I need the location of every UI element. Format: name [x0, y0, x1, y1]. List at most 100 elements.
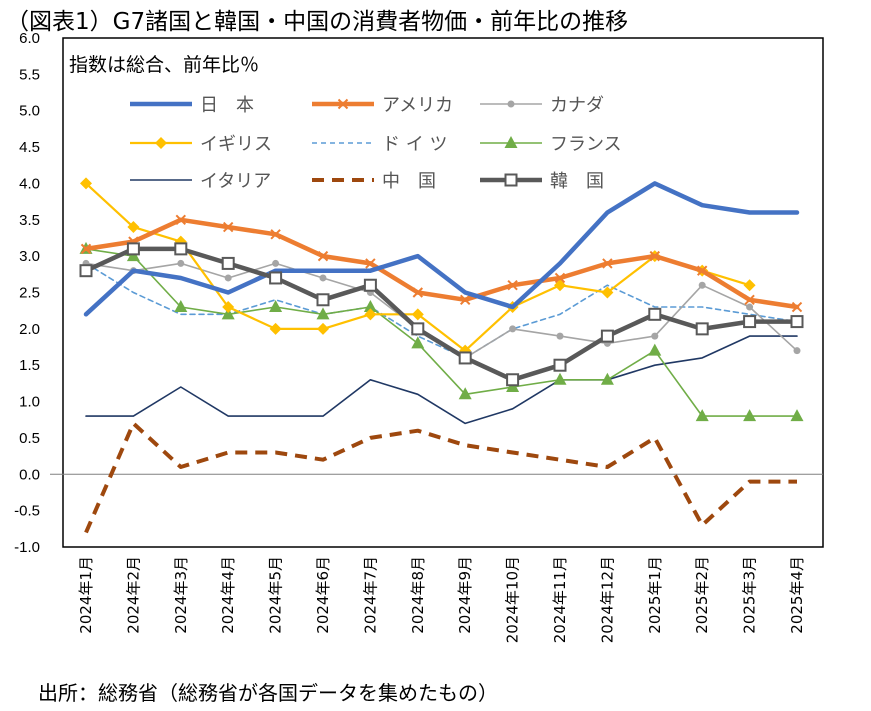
series-韓国-marker [506, 373, 520, 387]
chart-subtitle: 指数は総合、前年比％ [69, 54, 259, 76]
series-韓国-marker [648, 307, 662, 321]
y-tick-label: 3.5 [19, 212, 40, 229]
x-tick-label: 2024年3月 [172, 556, 190, 634]
series-カナダ-marker [319, 274, 327, 282]
plot-frame [62, 37, 824, 548]
series-日本 [83, 181, 800, 317]
x-tick-label: 2024年1月 [77, 556, 95, 634]
x-tick-label: 2025年1月 [646, 556, 664, 634]
x-tick-label: 2025年3月 [741, 556, 759, 634]
series-韓国-line [83, 246, 800, 383]
series-イギリス-marker [743, 279, 756, 292]
series-アメリカ-marker [317, 250, 329, 262]
series-イギリス-marker [411, 308, 424, 321]
legend-label: アメリカ [382, 95, 453, 116]
series-カナダ-marker [651, 332, 659, 340]
legend-marker [504, 136, 518, 148]
series-アメリカ-marker [80, 243, 92, 255]
legend-label: カナダ [550, 95, 604, 116]
y-tick-label: 1.0 [19, 394, 40, 411]
legend-marker [507, 100, 515, 108]
series-韓国-marker [553, 358, 567, 372]
legend-item: アメリカ [312, 95, 453, 116]
series-フランス-marker [553, 372, 567, 385]
y-tick-label: 6.0 [19, 30, 40, 47]
legend-item: イタリア [130, 171, 271, 192]
y-tick-label: 3.0 [19, 248, 40, 265]
series-カナダ-marker [746, 303, 754, 311]
y-tick-label: 1.5 [19, 357, 40, 374]
series-カナダ-marker [272, 259, 280, 267]
series-フランス-marker [269, 300, 283, 313]
y-tick-label: -0.5 [14, 503, 40, 520]
series-フランス-marker [411, 336, 425, 349]
series-アメリカ-line [83, 217, 800, 310]
y-tick-label: 5.5 [19, 66, 40, 83]
series-イギリス-marker [364, 308, 377, 321]
y-axis-labels: 6.0 5.5 5.0 4.5 4.0 3.5 3.0 2.5 2.0 1.5 1.0 0.5 0.0 -… [14, 30, 40, 556]
x-tick-label: 2024年6月 [314, 556, 332, 634]
x-tick-label: 2025年2月 [693, 556, 711, 634]
series-アメリカ-marker [696, 265, 708, 276]
legend-marker [155, 137, 167, 149]
series-アメリカ-marker [649, 250, 661, 262]
y-tick-label: 4.0 [19, 175, 40, 192]
series-ドイツ [85, 262, 798, 359]
legend-label: 中 国 [382, 171, 436, 192]
x-tick-label: 2024年12月 [598, 556, 616, 643]
series-韓国-marker [600, 329, 614, 343]
series-イギリス-marker [80, 177, 92, 190]
y-tick-label: 0.5 [19, 430, 40, 447]
legend-item: ド イ ツ [312, 134, 447, 155]
series-アメリカ-marker [175, 214, 187, 225]
legend-label: 日 本 [200, 95, 254, 116]
x-tick-label: 2024年8月 [409, 556, 427, 634]
series-イギリス-marker [222, 301, 235, 314]
series-フランス-marker [648, 343, 662, 356]
x-tick-label: 2024年5月 [267, 556, 285, 634]
y-tick-label: 5.0 [19, 103, 40, 120]
y-tick-label: 2.0 [19, 321, 40, 338]
series-イギリス-marker [127, 221, 140, 234]
series-フランス-marker [743, 409, 757, 422]
legend-marker [504, 173, 518, 187]
series-フランス-marker [790, 409, 804, 422]
legend-item: カナダ [480, 95, 604, 116]
x-tick-label: 2024年7月 [361, 556, 379, 634]
series-アメリカ-marker [222, 221, 234, 233]
series-アメリカ-marker [791, 301, 803, 313]
series-カナダ-marker [793, 347, 801, 355]
legend-label: 韓 国 [550, 171, 604, 192]
series-カナダ-marker [698, 281, 706, 289]
series-中国-line [84, 421, 797, 534]
series-イギリス-marker [269, 322, 282, 335]
series-韓国 [79, 242, 804, 387]
x-tick-label: 2024年4月 [219, 556, 237, 634]
series-アメリカ-marker [744, 294, 755, 305]
series-ドイツ-line [85, 262, 798, 359]
series-アメリカ-marker [507, 280, 518, 291]
x-tick-label: 2024年2月 [124, 556, 142, 634]
y-tick-label: 4.5 [19, 139, 40, 156]
legend-item: イギリス [130, 134, 272, 155]
series-アメリカ-marker [602, 258, 613, 269]
series-韓国-marker [269, 271, 283, 285]
legend-label: ド イ ツ [382, 134, 447, 155]
series-イギリス-marker [601, 286, 614, 299]
series-フランス-marker [316, 307, 330, 320]
series-アメリカ-marker [554, 272, 566, 284]
series-アメリカ-marker [365, 258, 376, 269]
series-イギリス-marker [317, 322, 329, 335]
legend-label: イタリア [200, 171, 271, 192]
series-韓国-marker [458, 351, 472, 365]
series-韓国-marker [126, 242, 140, 256]
series-カナダ-marker [556, 332, 564, 340]
series-イタリア [85, 335, 798, 425]
legend-item: 韓 国 [480, 171, 604, 192]
x-tick-label: 2024年9月 [456, 556, 474, 634]
series-フランス-marker [363, 300, 377, 313]
series-アメリカ [80, 214, 803, 313]
legend-marker [337, 98, 349, 110]
